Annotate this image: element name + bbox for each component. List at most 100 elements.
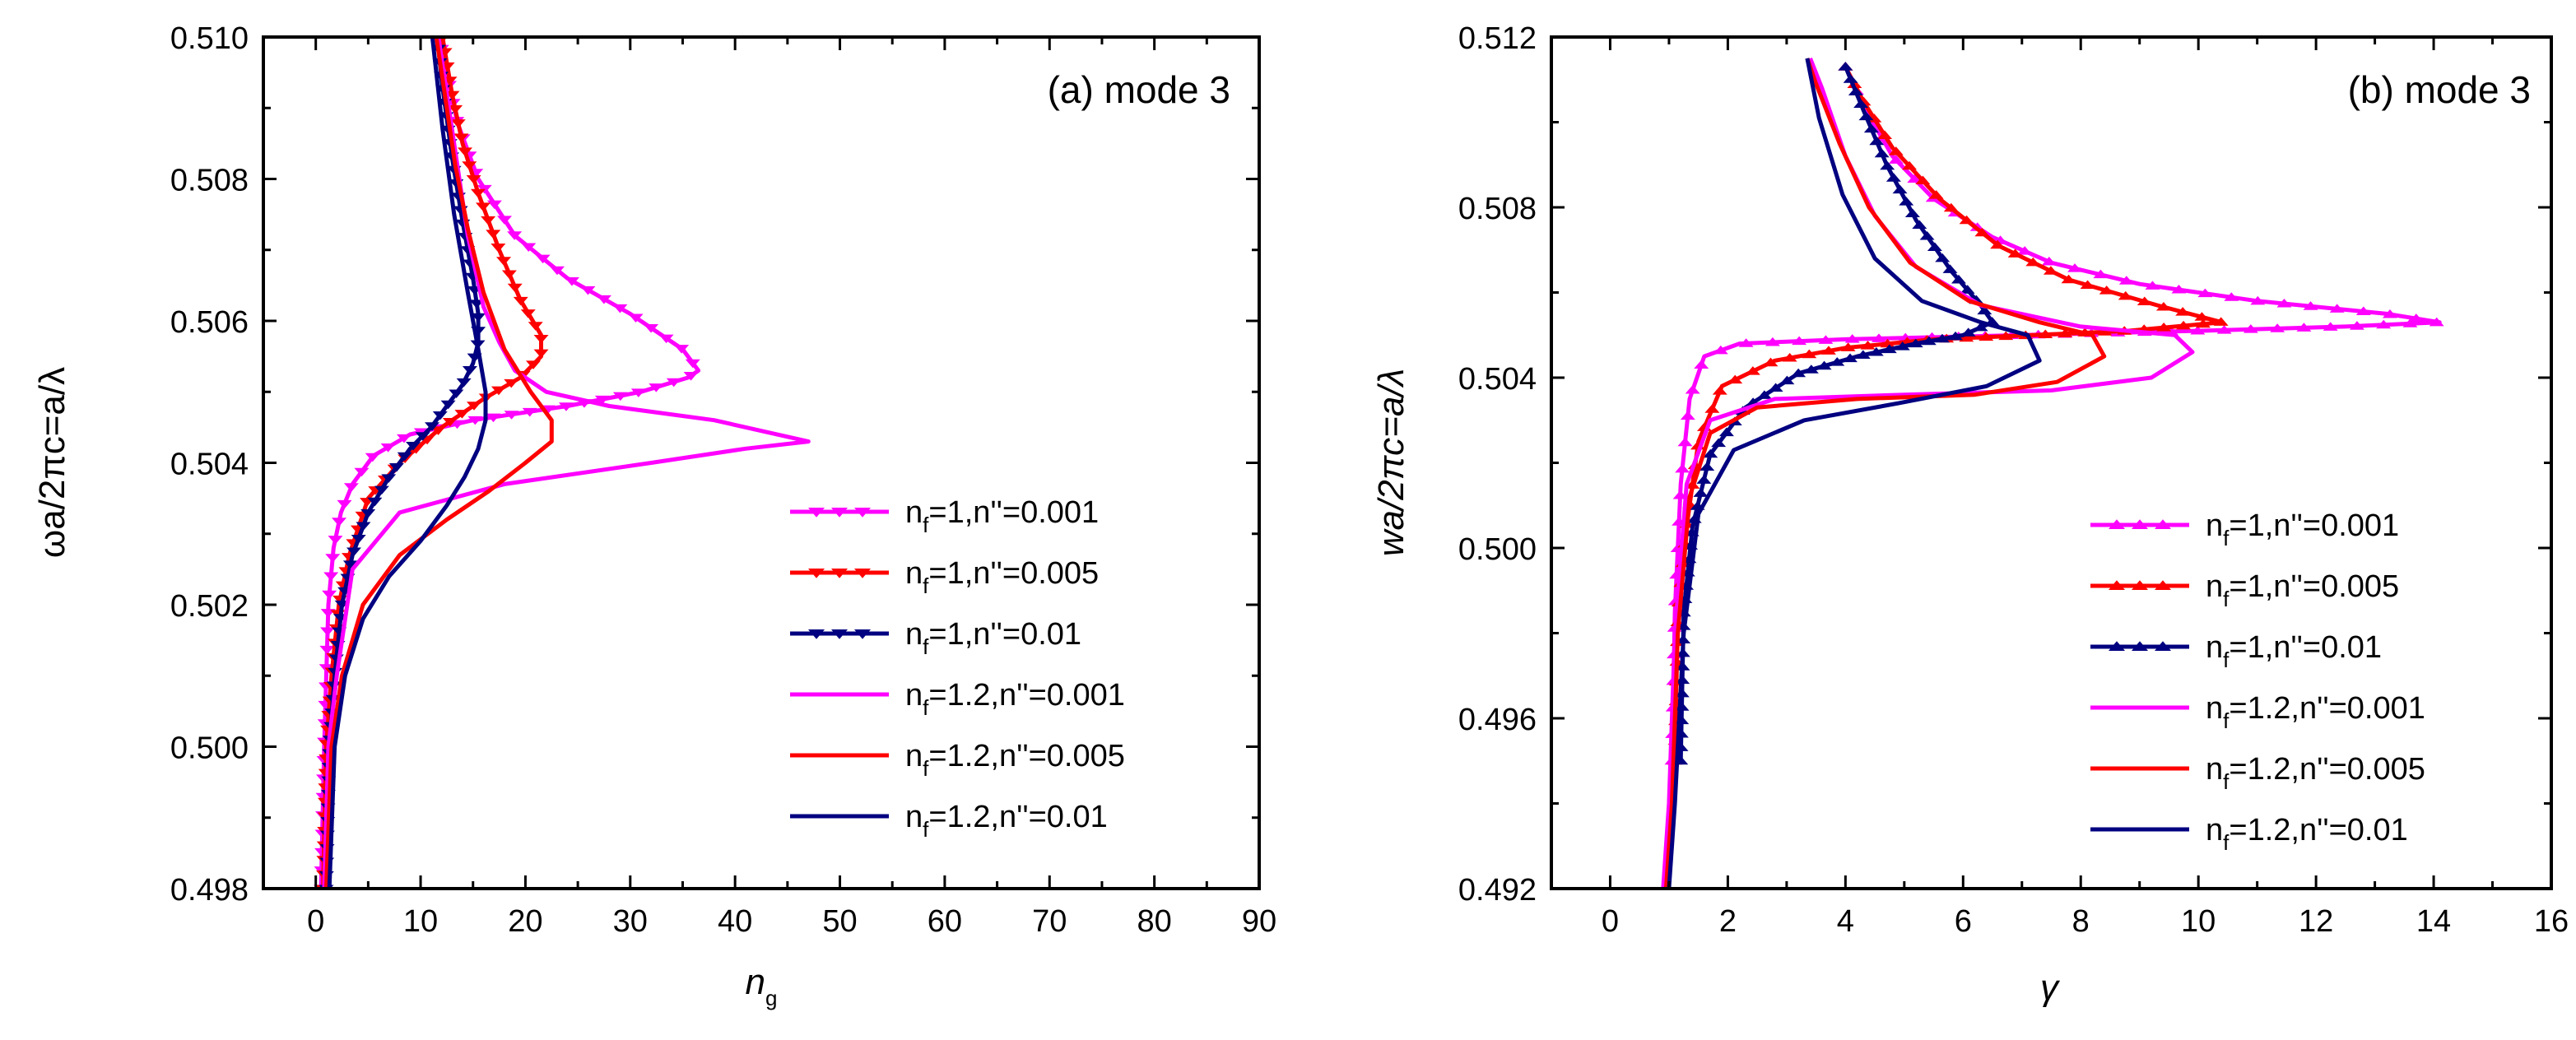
data-point-marker xyxy=(2061,274,2076,284)
data-point-marker xyxy=(453,133,469,142)
data-point-marker xyxy=(2176,320,2192,330)
data-point-marker xyxy=(2323,322,2338,331)
data-point-marker xyxy=(2376,319,2392,329)
legend-item: nf=1,n''=0.005 xyxy=(790,556,1099,598)
legend-item: nf=1,n''=0.001 xyxy=(2090,508,2399,550)
data-point-marker xyxy=(1960,285,1975,294)
legend-label-n: n xyxy=(905,800,923,834)
data-point-marker xyxy=(1942,264,1958,273)
legend-label-rest: =1.2,n''=0.005 xyxy=(2229,752,2425,787)
data-point-marker xyxy=(2355,306,2371,316)
data-point-marker xyxy=(427,4,442,13)
data-point-marker xyxy=(2145,281,2160,290)
legend-item: nf=1.2,n''=0.005 xyxy=(790,739,1125,781)
data-point-marker xyxy=(507,231,523,240)
legend-marker xyxy=(854,629,871,639)
legend-marker xyxy=(808,508,825,518)
data-point-marker xyxy=(2429,317,2444,327)
data-point-marker xyxy=(320,627,336,637)
x-tick-label: 50 xyxy=(822,904,857,939)
data-point-marker xyxy=(2093,269,2109,279)
data-point-marker xyxy=(2195,318,2211,328)
data-point-marker xyxy=(1816,360,1832,370)
data-point-marker xyxy=(367,497,383,507)
legend-label-sub: f xyxy=(923,695,929,720)
data-point-marker xyxy=(342,560,358,569)
panel-a-xlabel: ng xyxy=(746,962,778,1010)
legend-label-sub: f xyxy=(2223,830,2230,855)
legend-label-n: n xyxy=(2206,813,2223,847)
panel-b-legend: nf=1,n''=0.001nf=1,n''=0.005nf=1,n''=0.0… xyxy=(2090,508,2425,855)
data-point-marker xyxy=(1675,463,1690,473)
data-point-marker xyxy=(343,483,359,492)
data-point-marker xyxy=(580,286,596,295)
data-point-marker xyxy=(486,200,502,210)
data-point-marker xyxy=(2224,292,2239,301)
legend-label-n: n xyxy=(905,678,923,713)
legend-label: nf=1.2,n''=0.01 xyxy=(2206,813,2408,855)
data-point-marker xyxy=(332,518,347,527)
data-point-marker xyxy=(1858,111,1874,121)
legend-label-rest: =1.2,n''=0.01 xyxy=(928,800,1107,834)
legend-label-n: n xyxy=(2206,691,2223,726)
data-point-marker xyxy=(2007,248,2023,258)
data-point-marker xyxy=(354,467,370,477)
series-line xyxy=(321,37,543,889)
data-point-marker xyxy=(365,453,380,462)
data-point-marker xyxy=(2382,309,2397,318)
data-point-marker xyxy=(1711,438,1727,448)
data-point-marker xyxy=(2171,284,2187,294)
data-point-marker xyxy=(1840,342,1856,351)
legend-label-rest: =1.2,n''=0.001 xyxy=(2229,691,2425,726)
data-point-marker xyxy=(1855,350,1871,360)
data-point-marker xyxy=(397,452,412,462)
x-tick-label: 10 xyxy=(2181,904,2216,939)
data-point-marker xyxy=(666,378,681,388)
data-point-marker xyxy=(471,313,486,323)
legend-label-n: n xyxy=(2206,752,2223,787)
data-point-marker xyxy=(1713,345,1728,355)
data-point-marker xyxy=(1934,333,1950,343)
data-point-marker xyxy=(462,366,477,375)
series-line xyxy=(323,37,554,889)
data-point-marker xyxy=(1685,385,1700,394)
data-point-marker xyxy=(2038,329,2053,339)
data-point-marker xyxy=(1943,202,1959,212)
data-point-marker xyxy=(513,296,528,306)
series-6 xyxy=(327,37,488,889)
legend-label: nf=1.2,n''=0.001 xyxy=(905,678,1125,720)
legend-label-n: n xyxy=(905,495,923,530)
data-point-marker xyxy=(2197,288,2213,298)
data-point-marker xyxy=(462,161,477,170)
data-point-marker xyxy=(1904,208,1920,218)
legend-label-sub: f xyxy=(2223,648,2230,672)
data-point-marker xyxy=(2080,280,2095,289)
y-tick-label: 0.500 xyxy=(1458,532,1537,567)
legend-marker xyxy=(831,569,848,578)
data-point-marker xyxy=(1712,386,1727,395)
data-point-marker xyxy=(1700,462,1715,471)
data-point-marker xyxy=(1888,155,1904,164)
data-point-marker xyxy=(1902,160,1918,170)
data-point-marker xyxy=(456,378,472,388)
legend-marker xyxy=(808,569,825,578)
data-point-marker xyxy=(432,411,448,420)
legend-label: nf=1,n''=0.01 xyxy=(905,617,1081,659)
data-point-marker xyxy=(2213,317,2229,326)
y-tick-label: 0.504 xyxy=(1458,362,1537,397)
legend-label-n: n xyxy=(2206,569,2223,604)
y-tick-label: 0.502 xyxy=(170,589,249,624)
data-point-marker xyxy=(525,360,541,369)
x-tick-label: 10 xyxy=(403,904,438,939)
data-point-marker xyxy=(1908,338,1923,348)
data-point-marker xyxy=(486,230,501,239)
data-point-marker xyxy=(2216,325,2232,334)
data-point-marker xyxy=(1802,349,1817,359)
legend-label: nf=1.2,n''=0.01 xyxy=(905,800,1108,842)
data-point-marker xyxy=(466,174,481,184)
y-tick-label: 0.510 xyxy=(170,21,249,56)
legend-marker xyxy=(2155,641,2171,651)
series-2 xyxy=(1667,62,2229,765)
data-point-marker xyxy=(1874,148,1890,158)
data-point-marker xyxy=(1848,86,1863,95)
